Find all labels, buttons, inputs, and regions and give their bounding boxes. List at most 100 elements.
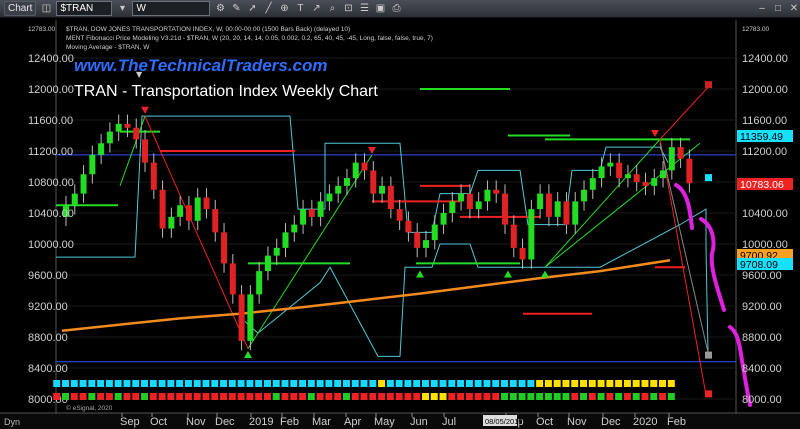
candle-down bbox=[142, 130, 149, 172]
pencil-icon[interactable]: ✎ bbox=[232, 2, 241, 14]
gear-icon[interactable]: ⚙ bbox=[215, 2, 225, 14]
candle-body bbox=[185, 205, 192, 221]
x-tick-label: Dec bbox=[601, 416, 621, 428]
candle-body bbox=[308, 209, 315, 217]
indicator-cell-top bbox=[237, 380, 245, 387]
symbol-input[interactable]: $TRAN bbox=[56, 1, 113, 16]
candle-body bbox=[502, 193, 508, 225]
corner-price-right: 12783.00 bbox=[742, 26, 769, 33]
x-tick-label: 2019 bbox=[249, 416, 273, 428]
candle-body bbox=[396, 209, 403, 221]
target-marker-gray bbox=[705, 351, 712, 359]
print-icon[interactable]: ⎙ bbox=[392, 2, 401, 14]
candle-down bbox=[361, 153, 368, 180]
indicator-cell-top bbox=[351, 380, 359, 387]
candle-down bbox=[466, 184, 473, 219]
indicator-cell-top bbox=[395, 380, 403, 387]
candle-down bbox=[686, 149, 693, 193]
indicator-cell-bottom bbox=[606, 393, 614, 400]
lock-icon[interactable]: ⊡ bbox=[344, 2, 353, 14]
text-tool-icon[interactable]: T bbox=[297, 2, 304, 14]
indicator-cell-bottom bbox=[220, 393, 228, 400]
candle-up bbox=[326, 184, 333, 211]
indicator-cell-bottom bbox=[421, 393, 429, 400]
indicator-cell-top bbox=[88, 380, 96, 387]
indicator-cell-bottom bbox=[342, 393, 350, 400]
candle-up bbox=[80, 164, 87, 203]
indicator-cell-top bbox=[105, 380, 113, 387]
minimize-icon[interactable]: – bbox=[759, 2, 765, 14]
candle-down bbox=[124, 114, 131, 138]
price-tag-label: 9708.09 bbox=[740, 259, 778, 271]
candle-body bbox=[63, 205, 69, 217]
candle-down bbox=[370, 161, 377, 203]
candle-up bbox=[581, 180, 588, 211]
y-tick-label-right: 8800.00 bbox=[742, 332, 782, 344]
maximize-icon[interactable]: □ bbox=[774, 2, 782, 14]
indicator-cell-bottom bbox=[263, 393, 271, 400]
y-tick-label-right: 9600.00 bbox=[742, 270, 782, 282]
indicator-cell-top bbox=[527, 380, 535, 387]
indicator-cell-bottom bbox=[378, 393, 386, 400]
candle-up bbox=[475, 192, 482, 219]
interval-input[interactable]: W bbox=[132, 1, 211, 16]
indicator-cell-top bbox=[79, 380, 87, 387]
candle-up bbox=[282, 223, 289, 258]
candle-body bbox=[177, 205, 184, 217]
settings-icon[interactable]: ☰ bbox=[359, 2, 369, 14]
indicator-cell-top bbox=[255, 380, 263, 387]
indicator-cell-bottom bbox=[623, 393, 631, 400]
indicator-cell-top bbox=[641, 380, 649, 387]
candle-down bbox=[212, 199, 219, 242]
dyn-label[interactable]: Dyn bbox=[4, 417, 20, 427]
indicator-cell-bottom bbox=[518, 393, 526, 400]
search-icon[interactable]: ⌕ bbox=[329, 2, 336, 14]
indicator-cell-bottom bbox=[97, 393, 105, 400]
candle-up bbox=[247, 285, 254, 351]
indicator-cell-bottom bbox=[88, 393, 96, 400]
y-tick-label-left: 8400.00 bbox=[28, 363, 68, 375]
candle-body bbox=[563, 201, 570, 225]
candle-up bbox=[607, 153, 614, 176]
indicator-cell-top bbox=[650, 380, 658, 387]
camera-icon[interactable]: ▣ bbox=[375, 2, 386, 14]
indicator-cell-top bbox=[334, 380, 342, 387]
x-tick-label: Dec bbox=[215, 416, 235, 428]
link-icon[interactable]: ◫ bbox=[41, 2, 52, 14]
indicator-cell-bottom bbox=[509, 393, 517, 400]
indicator-cell-top bbox=[430, 380, 438, 387]
indicator-cell-bottom bbox=[667, 393, 675, 400]
y-tick-label-right: 8400.00 bbox=[742, 363, 782, 375]
candle-up bbox=[343, 168, 350, 196]
arrow-icon[interactable]: ↗ bbox=[312, 2, 321, 14]
date-badge: 08/05/2019 bbox=[485, 417, 523, 426]
indicator-cell-top bbox=[562, 380, 570, 387]
chart-menu-button[interactable]: Chart bbox=[4, 1, 37, 16]
line-tool-icon[interactable]: ╱ bbox=[265, 2, 272, 14]
dropdown-icon[interactable]: ▾ bbox=[119, 2, 125, 14]
indicator-cell-bottom bbox=[149, 393, 157, 400]
y-axis-right: 8000.00 8400.00 8800.00 9200.00 9600.00 10000… bbox=[742, 53, 788, 406]
zoom-icon[interactable]: ⊕ bbox=[280, 2, 289, 14]
indicator-cell-bottom bbox=[184, 393, 192, 400]
trend-line bbox=[144, 115, 249, 349]
y-axis-left: 8000.00 8400.00 8800.00 9200.00 9600.00 10000… bbox=[28, 53, 74, 406]
indicator-cell-top bbox=[457, 380, 465, 387]
indicator-cell-top bbox=[509, 380, 517, 387]
cursor-icon[interactable]: ➚ bbox=[248, 2, 257, 14]
candle-up bbox=[168, 207, 175, 238]
indicator-cell-bottom bbox=[457, 393, 465, 400]
close-icon[interactable]: ✕ bbox=[789, 2, 799, 14]
y-tick-label-left: 12400.00 bbox=[28, 53, 74, 65]
indicator-cell-bottom bbox=[650, 393, 658, 400]
candle-body bbox=[282, 232, 289, 248]
website-url: www.TheTechnicalTraders.com bbox=[74, 56, 328, 75]
candle-down bbox=[502, 184, 508, 234]
y-tick-label-right: 9200.00 bbox=[742, 301, 782, 313]
price-tag-bg bbox=[737, 130, 793, 142]
candle-body bbox=[247, 294, 254, 341]
indicator-cell-bottom bbox=[132, 393, 140, 400]
y-tick-label-left: 10800.00 bbox=[28, 177, 74, 189]
